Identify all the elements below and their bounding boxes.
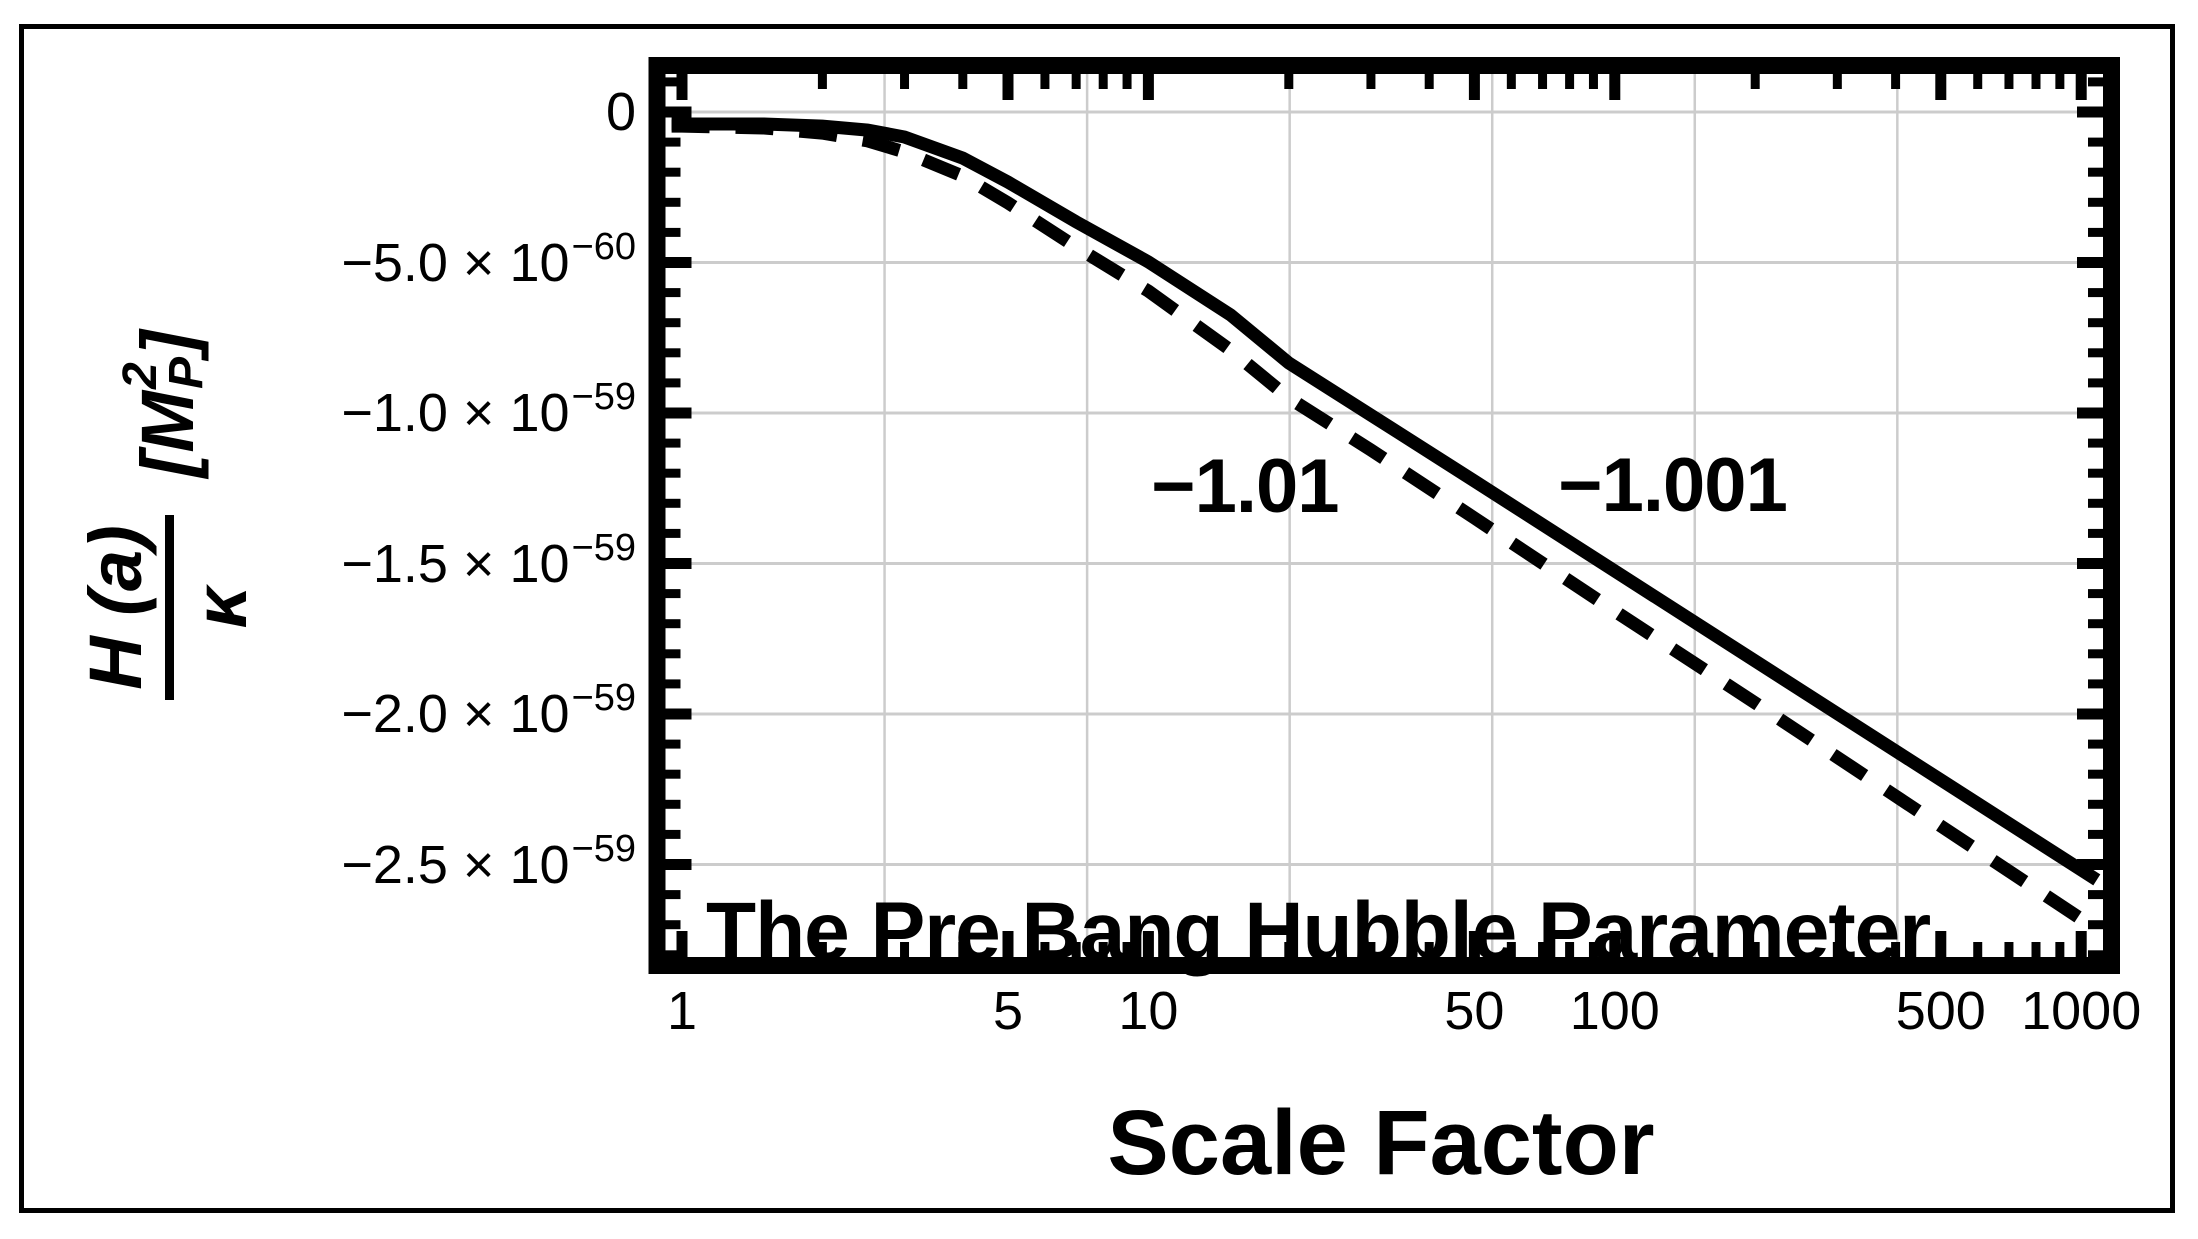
y-axis-fraction: H (a) κ: [73, 515, 262, 700]
chart-title: The Pre Bang Hubble Parameter: [706, 886, 1931, 977]
y-tick-label-mantissa: −1.5 × 10: [341, 533, 570, 594]
y-tick-label-mantissa: −1.0 × 10: [341, 383, 570, 443]
y-tick-label: −1.5 × 10 −59: [341, 526, 636, 602]
y-tick-label: 0: [606, 74, 636, 150]
ticks-layer: [665, 74, 2103, 960]
y-axis-units: [M 2 P ]: [114, 330, 213, 478]
curve-solid: [671, 117, 2101, 886]
y-tick-label-mantissa: −2.5 × 10: [341, 834, 570, 895]
x-tick-label: 100: [1569, 981, 1660, 1041]
y-axis-units-supsub: 2 P: [114, 356, 213, 389]
curve-label: −1.01: [1151, 444, 1339, 530]
y-axis-fraction-numerator: H (a): [73, 515, 174, 700]
y-axis-units-open: [M: [126, 390, 209, 478]
y-tick-label-mantissa: −5.0 × 10: [341, 232, 570, 293]
curve-dashed: [671, 119, 2096, 931]
x-tick-label: 10: [1118, 981, 1179, 1041]
y-tick-label: −1.0 × 10 −59: [341, 375, 636, 451]
y-axis-units-sup: 2: [114, 362, 168, 389]
y-axis-units-close: ]: [126, 330, 209, 355]
y-axis-fraction-denominator: κ: [178, 586, 262, 629]
y-tick-label: −5.0 × 10 −60: [341, 225, 636, 301]
curves-layer: [671, 117, 2101, 931]
y-tick-label-exponent: −59: [571, 827, 636, 870]
x-tick-label: 50: [1444, 981, 1505, 1041]
y-axis-title: H (a) κ [M 2 P ]: [33, 275, 303, 755]
x-tick-label: 5: [992, 981, 1024, 1041]
x-tick-label: 500: [1895, 981, 1986, 1041]
curve-label: −1.001: [1558, 443, 1788, 529]
y-tick-label-exponent: −59: [571, 677, 636, 719]
gridlines-layer: [665, 74, 2103, 957]
y-tick-label-exponent: −59: [571, 376, 636, 418]
figure-border: [19, 24, 2175, 1213]
y-tick-label: −2.0 × 10 −59: [341, 676, 636, 752]
y-tick-label-exponent: −60: [571, 225, 636, 268]
y-axis-units-sub: P: [160, 356, 213, 389]
x-axis-title: Scale Factor: [1107, 1092, 1655, 1194]
y-tick-label-mantissa: −2.0 × 10: [341, 684, 570, 744]
y-tick-label-exponent: −59: [571, 526, 636, 569]
x-tick-label: 1: [666, 981, 698, 1041]
plot-frame: [648, 57, 2120, 974]
y-tick-label: −2.5 × 10 −59: [341, 827, 636, 903]
x-tick-label: 1000: [2021, 981, 2142, 1041]
y-tick-label-mantissa: 0: [605, 82, 636, 142]
